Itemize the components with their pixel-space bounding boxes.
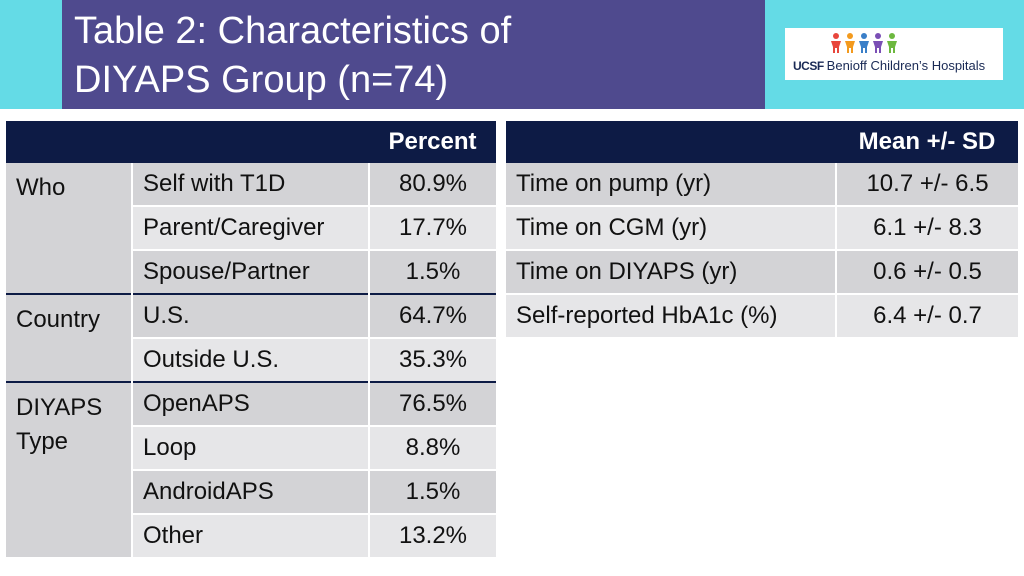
title-line-1: Table 2: Characteristics of	[74, 10, 512, 52]
category-country: Country	[6, 293, 133, 382]
header-blank	[506, 121, 836, 163]
row-value: 76.5%	[369, 381, 496, 426]
percent-header: Percent	[369, 121, 496, 163]
children-figures-icon	[831, 33, 897, 53]
duration-table: Mean +/- SD Time on pump (yr) 10.7 +/- 6…	[506, 121, 1018, 337]
table-header-row: Mean +/- SD	[506, 121, 1018, 163]
table-row: Self-reported HbA1c (%) 6.4 +/- 0.7	[506, 293, 1018, 337]
demographics-table: Percent Who Self with T1D 80.9% Parent/C…	[6, 121, 496, 557]
row-label: Parent/Caregiver	[132, 205, 370, 250]
row-value: 13.2%	[369, 513, 496, 557]
table-row: Time on CGM (yr) 6.1 +/- 8.3	[506, 205, 1018, 250]
row-value: 1.5%	[369, 249, 496, 294]
row-value: 17.7%	[369, 205, 496, 250]
row-label: Time on CGM (yr)	[506, 205, 837, 250]
row-value: 1.5%	[369, 469, 496, 514]
row-label: Self-reported HbA1c (%)	[506, 293, 837, 337]
row-value: 0.6 +/- 0.5	[836, 249, 1018, 294]
ucsf-logo: UCSF Benioff Children’s Hospitals	[785, 28, 1003, 80]
row-value: 6.1 +/- 8.3	[836, 205, 1018, 250]
table-header-row: Percent	[6, 121, 496, 163]
row-label: Spouse/Partner	[132, 249, 370, 294]
row-value: 35.3%	[369, 337, 496, 382]
row-label: Outside U.S.	[132, 337, 370, 382]
row-label: Self with T1D	[132, 163, 370, 206]
table-row: Parent/Caregiver 17.7%	[6, 205, 496, 250]
row-value: 8.8%	[369, 425, 496, 470]
title-line-2: DIYAPS Group (n=74)	[74, 59, 449, 101]
table-row: Other 13.2%	[6, 513, 496, 557]
table-row: Time on pump (yr) 10.7 +/- 6.5	[506, 163, 1018, 206]
logo-name: Benioff Children’s Hospitals	[826, 58, 986, 73]
table-row: Outside U.S. 35.3%	[6, 337, 496, 382]
table-row: Who Self with T1D 80.9%	[6, 163, 496, 294]
category-who: Who	[6, 163, 133, 294]
header-blank	[132, 121, 369, 163]
row-label: Loop	[132, 425, 370, 470]
header-blank	[6, 121, 132, 163]
row-label: Time on DIYAPS (yr)	[506, 249, 837, 294]
table-row: Loop 8.8%	[6, 425, 496, 470]
table-row: Time on DIYAPS (yr) 0.6 +/- 0.5	[506, 249, 1018, 294]
table-row: Country U.S. 64.7%	[6, 293, 496, 382]
row-label: AndroidAPS	[132, 469, 370, 514]
row-label: Time on pump (yr)	[506, 163, 837, 206]
category-diyaps-type: DIYAPS Type	[6, 381, 133, 557]
row-label: U.S.	[132, 293, 370, 338]
row-value: 64.7%	[369, 293, 496, 338]
row-label: OpenAPS	[132, 381, 370, 426]
table-row: Spouse/Partner 1.5%	[6, 249, 496, 294]
mean-sd-header: Mean +/- SD	[836, 121, 1018, 163]
logo-wordmark: UCSF Benioff Children’s Hospitals	[793, 58, 985, 73]
row-label: Other	[132, 513, 370, 557]
row-value: 10.7 +/- 6.5	[836, 163, 1018, 206]
row-value: 6.4 +/- 0.7	[836, 293, 1018, 337]
slide-title: Table 2: Characteristics of DIYAPS Group…	[62, 0, 765, 109]
row-value: 80.9%	[369, 163, 496, 206]
table-row: DIYAPS Type OpenAPS 76.5%	[6, 381, 496, 557]
table-row: AndroidAPS 1.5%	[6, 469, 496, 514]
logo-ucsf: UCSF	[793, 59, 824, 73]
